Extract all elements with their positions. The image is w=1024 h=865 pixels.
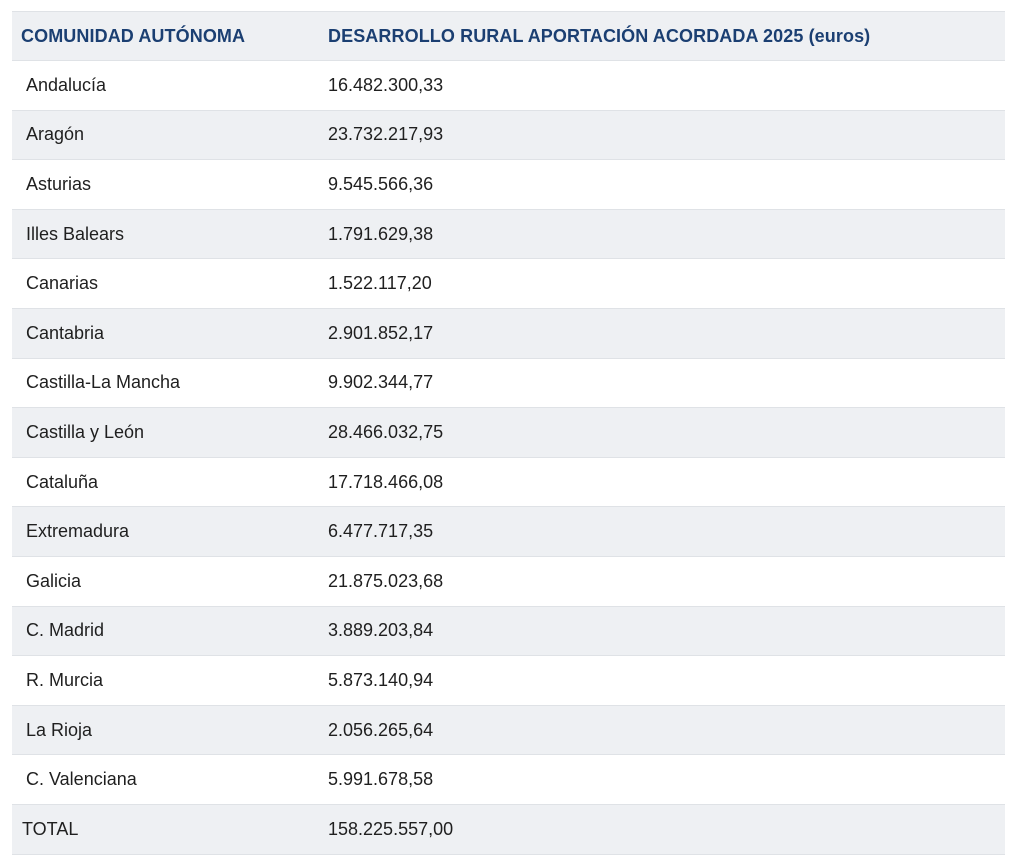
allocation-table-container: COMUNIDAD AUTÓNOMA DESARROLLO RURAL APOR… — [12, 11, 1005, 855]
table-row: Cantabria 2.901.852,17 — [12, 308, 1005, 359]
region-cell: C. Valenciana — [12, 754, 319, 805]
amount-cell: 23.732.217,93 — [319, 110, 1005, 161]
region-cell: Andalucía — [12, 60, 319, 111]
region-cell: Aragón — [12, 110, 319, 161]
table-row: Galicia 21.875.023,68 — [12, 556, 1005, 607]
table-row: Castilla-La Mancha 9.902.344,77 — [12, 358, 1005, 409]
table-row: La Rioja 2.056.265,64 — [12, 705, 1005, 756]
table-row: Extremadura 6.477.717,35 — [12, 506, 1005, 557]
region-cell: R. Murcia — [12, 655, 319, 706]
amount-cell: 9.902.344,77 — [319, 358, 1005, 409]
amount-cell: 21.875.023,68 — [319, 556, 1005, 607]
amount-cell: 16.482.300,33 — [319, 60, 1005, 111]
total-label: TOTAL — [12, 804, 319, 855]
table-row: C. Madrid 3.889.203,84 — [12, 606, 1005, 657]
amount-cell: 6.477.717,35 — [319, 506, 1005, 557]
table-row: Illes Balears 1.791.629,38 — [12, 209, 1005, 260]
header-row: COMUNIDAD AUTÓNOMA DESARROLLO RURAL APOR… — [12, 11, 1005, 61]
amount-cell: 5.873.140,94 — [319, 655, 1005, 706]
amount-cell: 2.901.852,17 — [319, 308, 1005, 359]
region-cell: Canarias — [12, 258, 319, 309]
amount-cell: 3.889.203,84 — [319, 606, 1005, 657]
amount-cell: 2.056.265,64 — [319, 705, 1005, 756]
region-cell: C. Madrid — [12, 606, 319, 657]
table-row: Castilla y León 28.466.032,75 — [12, 407, 1005, 458]
amount-cell: 28.466.032,75 — [319, 407, 1005, 458]
region-cell: Castilla-La Mancha — [12, 358, 319, 409]
table-row: Asturias 9.545.566,36 — [12, 159, 1005, 210]
header-region: COMUNIDAD AUTÓNOMA — [12, 11, 319, 61]
header-amount: DESARROLLO RURAL APORTACIÓN ACORDADA 202… — [319, 11, 1005, 61]
total-row: TOTAL 158.225.557,00 — [12, 804, 1005, 855]
table-row: Andalucía 16.482.300,33 — [12, 60, 1005, 111]
region-cell: Castilla y León — [12, 407, 319, 458]
region-cell: Cataluña — [12, 457, 319, 508]
table-row: C. Valenciana 5.991.678,58 — [12, 754, 1005, 805]
allocation-table: COMUNIDAD AUTÓNOMA DESARROLLO RURAL APOR… — [12, 11, 1005, 855]
amount-cell: 17.718.466,08 — [319, 457, 1005, 508]
region-cell: Illes Balears — [12, 209, 319, 260]
table-row: Aragón 23.732.217,93 — [12, 110, 1005, 161]
region-cell: Galicia — [12, 556, 319, 607]
table-row: Cataluña 17.718.466,08 — [12, 457, 1005, 508]
amount-cell: 5.991.678,58 — [319, 754, 1005, 805]
total-amount: 158.225.557,00 — [319, 804, 1005, 855]
amount-cell: 1.791.629,38 — [319, 209, 1005, 260]
region-cell: Extremadura — [12, 506, 319, 557]
region-cell: Cantabria — [12, 308, 319, 359]
table-row: R. Murcia 5.873.140,94 — [12, 655, 1005, 706]
table-row: Canarias 1.522.117,20 — [12, 258, 1005, 309]
region-cell: La Rioja — [12, 705, 319, 756]
amount-cell: 1.522.117,20 — [319, 258, 1005, 309]
table-body: Andalucía 16.482.300,33 Aragón 23.732.21… — [12, 60, 1005, 855]
amount-cell: 9.545.566,36 — [319, 159, 1005, 210]
region-cell: Asturias — [12, 159, 319, 210]
table-header: COMUNIDAD AUTÓNOMA DESARROLLO RURAL APOR… — [12, 11, 1005, 61]
